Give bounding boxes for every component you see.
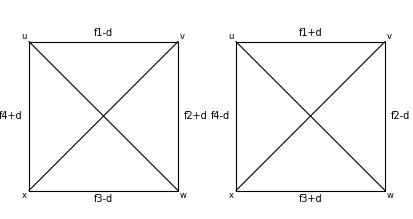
Text: f1-d: f1-d — [94, 28, 113, 38]
Text: f2+d: f2+d — [184, 111, 207, 121]
Text: w: w — [179, 191, 186, 200]
Text: f3+d: f3+d — [298, 194, 322, 204]
Text: f4+d: f4+d — [0, 111, 23, 121]
Text: x: x — [228, 191, 234, 200]
Text: v: v — [179, 32, 185, 41]
Text: f3-d: f3-d — [94, 194, 113, 204]
Text: w: w — [386, 191, 393, 200]
Text: u: u — [228, 32, 234, 41]
Bar — [235, 42, 384, 191]
Text: f1+d: f1+d — [298, 28, 322, 38]
Text: v: v — [386, 32, 391, 41]
Text: f4-d: f4-d — [210, 111, 229, 121]
Text: u: u — [22, 32, 27, 41]
Text: x: x — [22, 191, 27, 200]
Bar — [29, 42, 178, 191]
Text: f2-d: f2-d — [390, 111, 409, 121]
